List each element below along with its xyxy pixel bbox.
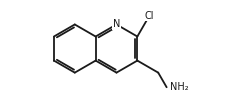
Text: Cl: Cl xyxy=(145,11,154,21)
Text: N: N xyxy=(113,19,120,29)
Text: NH₂: NH₂ xyxy=(170,82,189,92)
